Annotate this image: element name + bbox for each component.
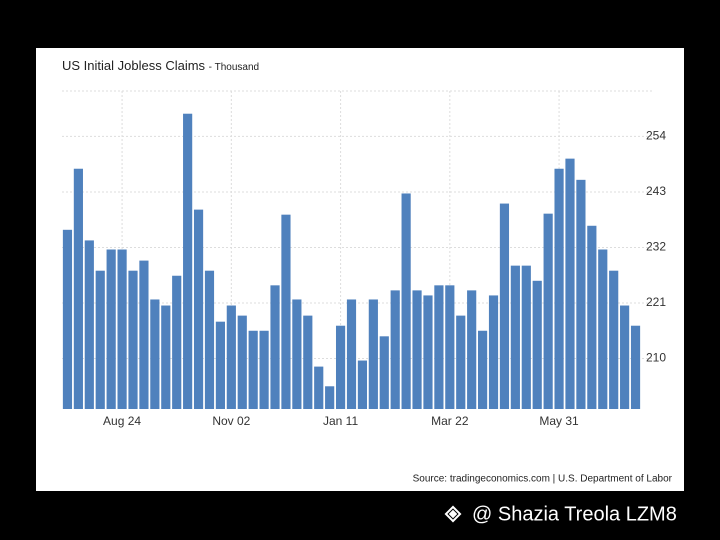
bar: [84, 240, 94, 409]
bar: [379, 336, 389, 409]
bar: [510, 265, 520, 409]
bar: [423, 295, 433, 409]
bar: [576, 179, 586, 409]
bar: [292, 299, 302, 409]
y-tick-label: 243: [646, 184, 666, 198]
bar: [630, 325, 641, 409]
bar: [620, 305, 630, 409]
x-tick-label: May 31: [539, 414, 579, 428]
bar: [554, 168, 564, 409]
y-tick-label: 254: [646, 129, 666, 143]
y-tick-label: 210: [646, 351, 666, 365]
bar: [456, 315, 466, 409]
bar: [150, 299, 160, 409]
bar: [139, 260, 149, 409]
bar: [303, 315, 313, 409]
bar: [172, 275, 182, 409]
bar: [117, 249, 127, 409]
bar: [488, 295, 499, 409]
bar: [204, 270, 215, 409]
x-tick-label: Mar 22: [431, 414, 469, 428]
bar: [106, 249, 116, 409]
watermark-icon: [444, 505, 462, 523]
bar: [368, 299, 378, 409]
bar: [598, 249, 608, 409]
y-tick-label: 221: [646, 295, 666, 309]
title: US Initial Jobless Claims: [62, 58, 206, 73]
bar: [390, 290, 400, 409]
x-tick-label: Jan 11: [323, 414, 358, 428]
bar: [335, 325, 346, 409]
watermark: @ Shazia Treola LZM8: [472, 503, 677, 525]
bar: [270, 285, 280, 409]
bar: [237, 315, 247, 409]
bar: [357, 360, 368, 409]
bar: [499, 203, 510, 409]
bar: [248, 330, 258, 409]
chart-title: US Initial Jobless Claims - Thousand: [62, 58, 259, 73]
bar: [532, 280, 542, 409]
bar: [401, 193, 411, 409]
bar: [467, 290, 477, 409]
bar: [193, 209, 204, 409]
bar: [62, 229, 73, 409]
bar: [161, 305, 171, 409]
source: Source: tradingeconomics.com | U.S. Depa…: [413, 474, 673, 485]
bar: [314, 366, 324, 409]
x-tick-label: Aug 24: [103, 414, 141, 428]
bar: [587, 225, 597, 409]
bar: [259, 330, 269, 409]
bar: [565, 158, 575, 409]
y-tick-label: 232: [646, 240, 666, 254]
bar: [215, 321, 225, 409]
bar: [346, 299, 357, 409]
bar: [609, 270, 619, 409]
bar: [445, 285, 455, 409]
bar: [412, 290, 422, 409]
x-tick-label: Nov 02: [212, 414, 250, 428]
bar: [521, 265, 531, 409]
bar: [95, 270, 105, 409]
bar: [325, 386, 335, 409]
subtitle: - Thousand: [209, 62, 259, 73]
bar: [183, 113, 193, 409]
bar: [434, 285, 444, 409]
bar: [281, 214, 291, 409]
bar: [543, 213, 553, 409]
bar: [478, 330, 488, 409]
bar: [128, 270, 138, 409]
bar: [226, 305, 236, 409]
bar: [73, 168, 83, 409]
